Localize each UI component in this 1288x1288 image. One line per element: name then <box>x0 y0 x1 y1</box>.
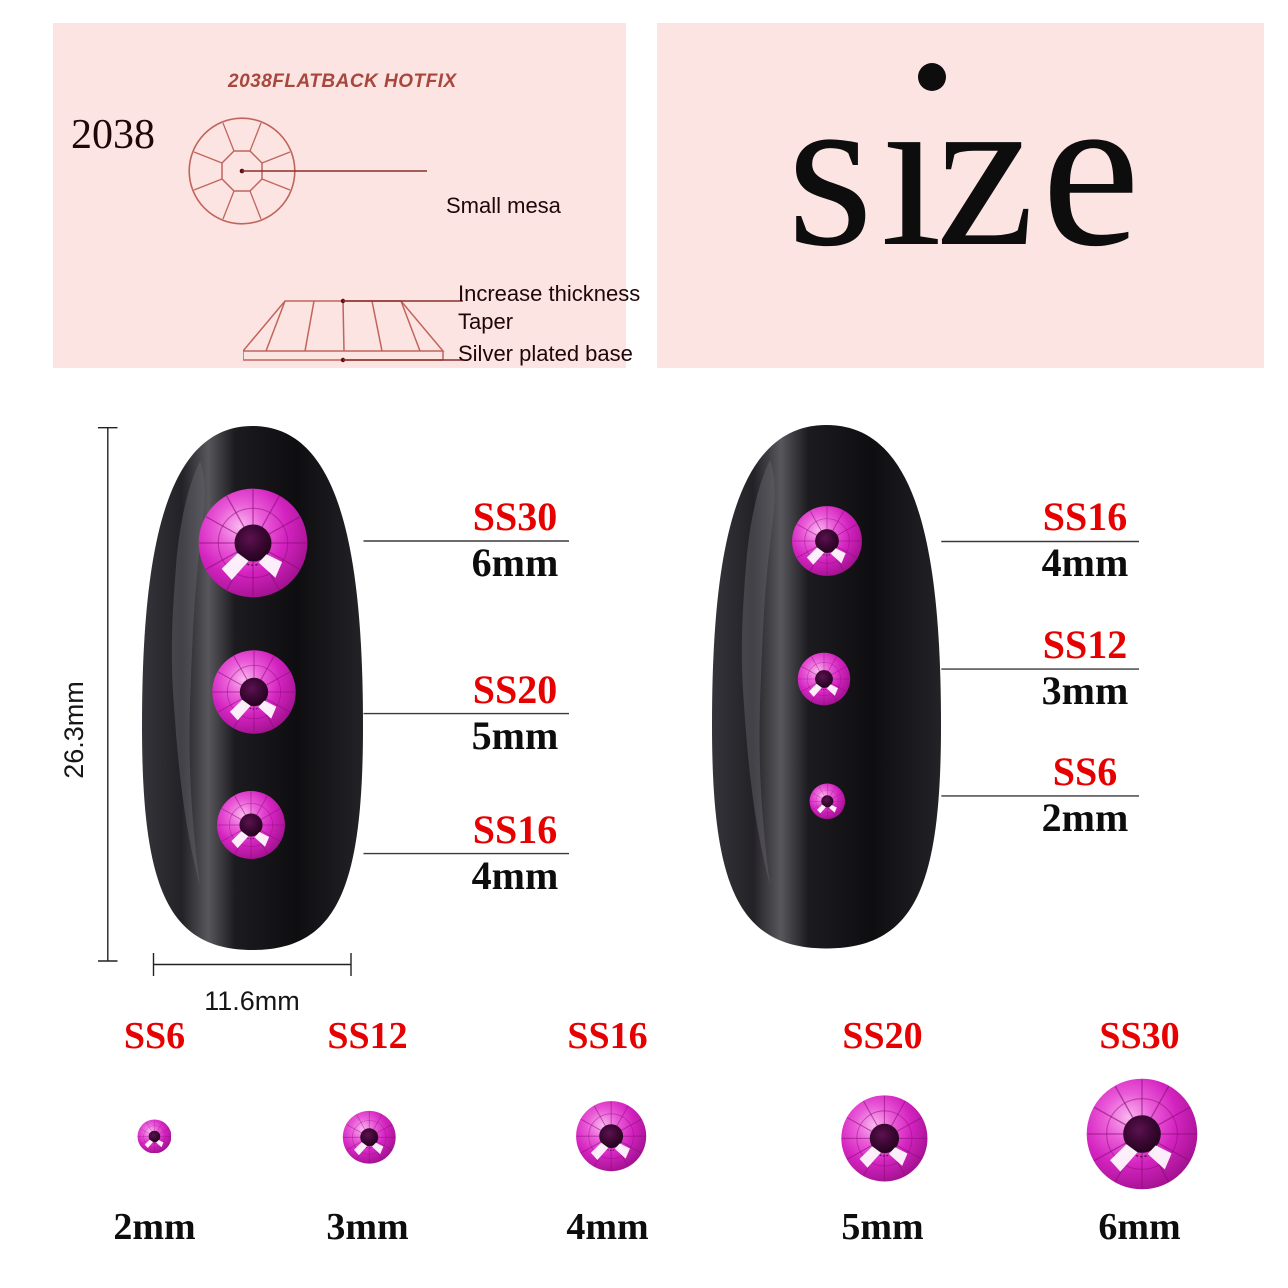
svg-text:11.6mm: 11.6mm <box>204 986 300 1016</box>
svg-text:26.3mm: 26.3mm <box>59 681 89 779</box>
